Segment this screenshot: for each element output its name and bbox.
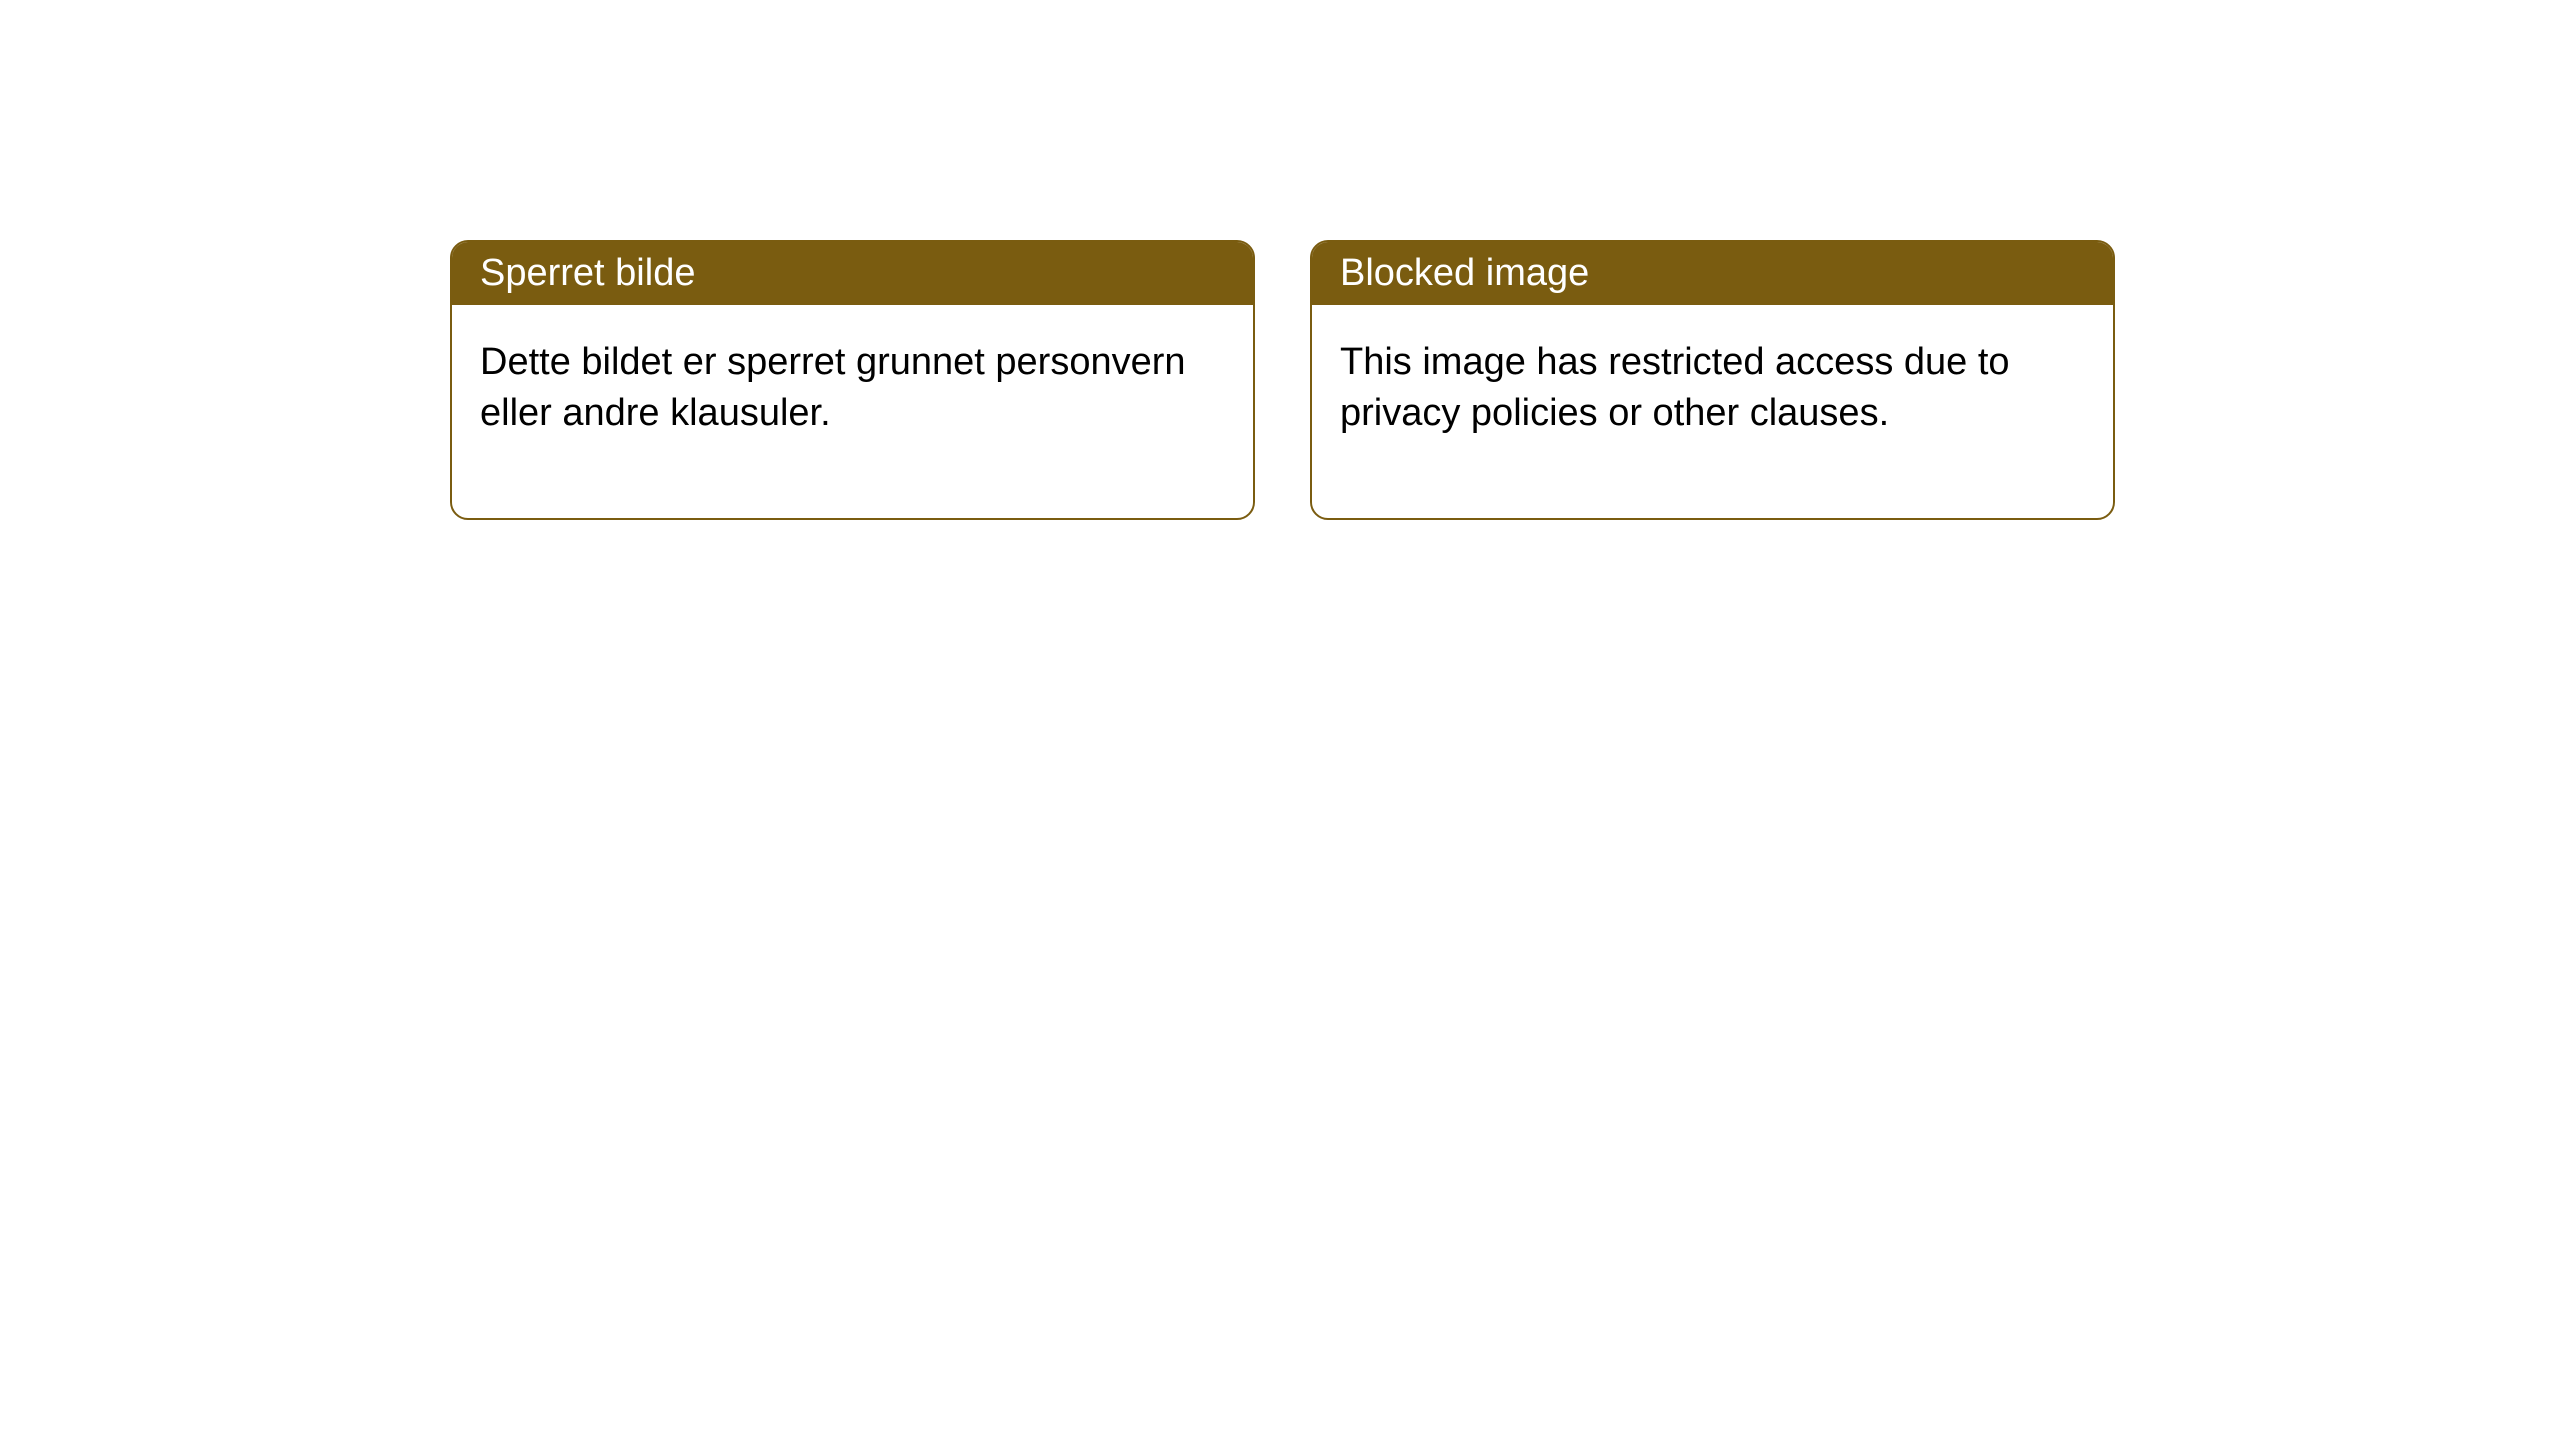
notice-card-norwegian: Sperret bilde Dette bildet er sperret gr… (450, 240, 1255, 520)
notice-cards-container: Sperret bilde Dette bildet er sperret gr… (450, 240, 2115, 520)
notice-card-english: Blocked image This image has restricted … (1310, 240, 2115, 520)
card-title: Blocked image (1340, 252, 1589, 294)
card-body-text: Dette bildet er sperret grunnet personve… (480, 341, 1186, 434)
card-body: This image has restricted access due to … (1312, 305, 2113, 518)
card-header: Sperret bilde (452, 242, 1253, 305)
card-body: Dette bildet er sperret grunnet personve… (452, 305, 1253, 518)
card-body-text: This image has restricted access due to … (1340, 341, 2010, 434)
card-title: Sperret bilde (480, 252, 695, 294)
card-header: Blocked image (1312, 242, 2113, 305)
